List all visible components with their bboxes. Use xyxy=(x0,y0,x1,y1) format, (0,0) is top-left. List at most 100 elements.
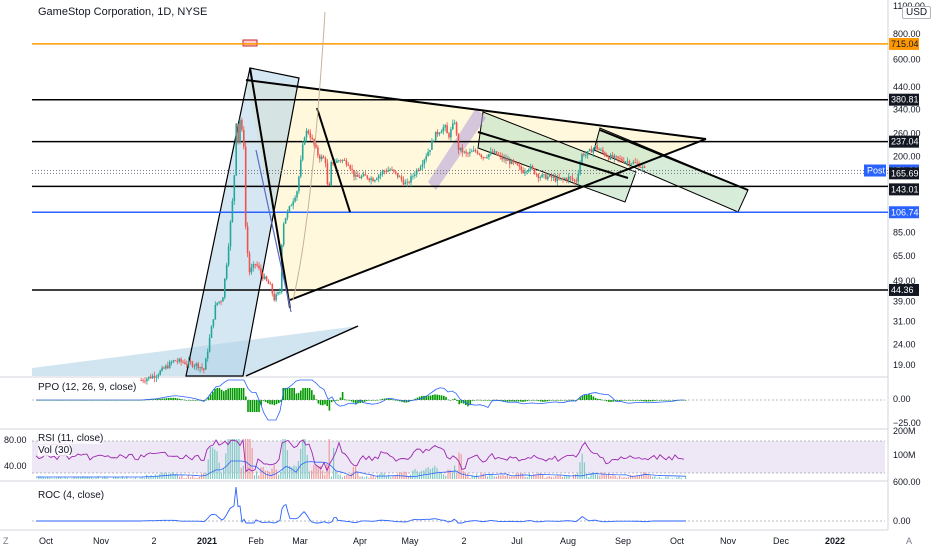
candle-body xyxy=(467,153,469,154)
volume-bar xyxy=(249,439,250,479)
volume-bar xyxy=(322,471,323,479)
volume-bar xyxy=(201,474,202,479)
volume-bar xyxy=(199,477,200,479)
candle-body xyxy=(469,152,471,154)
candle-body xyxy=(384,171,386,172)
zoom-button[interactable]: Z xyxy=(3,536,9,546)
volume-bar xyxy=(56,478,57,479)
rsi-label[interactable]: RSI (11, close) xyxy=(38,433,103,444)
candle-body xyxy=(416,170,418,175)
candle-body xyxy=(363,174,365,176)
candle-body xyxy=(456,123,458,135)
volume-bar xyxy=(639,476,640,479)
candle-body xyxy=(264,276,266,278)
price-tick-label: 65.00 xyxy=(893,251,916,261)
candle-body xyxy=(346,160,348,164)
volume-bar xyxy=(124,478,125,479)
ppo-bar xyxy=(650,400,652,401)
volume-bar xyxy=(342,477,343,479)
candle-body xyxy=(644,167,646,168)
candle-body xyxy=(232,201,234,222)
candle-body xyxy=(150,377,152,379)
candle-body xyxy=(488,154,490,157)
volume-bar xyxy=(223,469,224,479)
candle-body xyxy=(175,360,177,361)
candle-body xyxy=(321,157,323,160)
volume-bar xyxy=(549,476,550,479)
volume-bar xyxy=(390,477,391,479)
candle-body xyxy=(513,160,515,162)
candle-body xyxy=(235,123,237,175)
volume-bar xyxy=(654,476,655,479)
candle-body xyxy=(216,303,218,305)
roc-label[interactable]: ROC (4, close) xyxy=(38,490,104,501)
candle-body xyxy=(226,265,228,279)
candle-body xyxy=(538,174,540,178)
volume-bar xyxy=(513,476,514,479)
auto-scale-button[interactable]: A xyxy=(906,536,912,546)
time-tick-label: Dec xyxy=(773,536,790,546)
candle-body xyxy=(300,160,302,177)
candle-body xyxy=(553,177,555,178)
volume-bar xyxy=(98,476,99,479)
price-label-text: 715.04 xyxy=(891,39,919,49)
ppo-bar xyxy=(243,388,245,400)
ppo-bar xyxy=(313,395,315,400)
volume-bar xyxy=(500,475,501,479)
volume-bar xyxy=(346,475,347,479)
ppo-bar xyxy=(254,400,256,412)
volume-bar xyxy=(243,466,244,479)
candle-body xyxy=(406,182,408,183)
post-badge-text: Post xyxy=(867,166,886,176)
vol-label[interactable]: Vol (30) xyxy=(38,445,72,456)
volume-bar xyxy=(406,472,407,479)
price-tick-label: 24.00 xyxy=(893,339,916,349)
candle-body xyxy=(435,132,437,141)
volume-bar xyxy=(329,439,330,479)
ppo-bar xyxy=(546,400,548,401)
candle-body xyxy=(220,302,222,303)
ppo-bar xyxy=(278,400,280,403)
volume-bar xyxy=(280,472,281,479)
ppo-bar xyxy=(309,388,311,400)
ppo-label[interactable]: PPO (12, 26, 9, close) xyxy=(38,382,136,393)
volume-bar xyxy=(538,473,539,479)
candle-body xyxy=(243,130,245,147)
ppo-bar xyxy=(584,395,586,400)
candle-body xyxy=(391,170,393,171)
volume-bar xyxy=(230,439,231,479)
volume-bar xyxy=(265,471,266,479)
ppo-bar xyxy=(318,400,320,404)
ppo-bar xyxy=(219,388,221,400)
candle-body xyxy=(247,226,249,253)
candle-body xyxy=(473,150,475,151)
candle-body xyxy=(579,164,581,174)
ppo-bar xyxy=(230,388,232,400)
volume-bar xyxy=(610,476,611,479)
candle-body xyxy=(171,362,173,363)
candle-body xyxy=(140,380,142,381)
volume-bar xyxy=(529,474,530,479)
candle-body xyxy=(397,173,399,177)
currency-badge[interactable]: USD xyxy=(902,6,931,19)
candle-body xyxy=(315,145,317,148)
candle-body xyxy=(477,151,479,154)
ppo-bar xyxy=(329,400,331,411)
candle-body xyxy=(387,170,389,172)
volume-bar xyxy=(643,472,644,479)
candle-body xyxy=(292,201,294,205)
candle-body xyxy=(359,177,361,178)
candle-body xyxy=(526,171,528,172)
time-tick-label: Aug xyxy=(560,536,576,546)
volume-bar xyxy=(555,476,556,479)
candle-body xyxy=(393,170,395,172)
candle-body xyxy=(511,160,513,164)
price-label-text: 380.81 xyxy=(891,95,919,105)
volume-bar xyxy=(617,478,618,479)
volume-bar xyxy=(676,477,677,479)
volume-bar xyxy=(172,472,173,479)
candle-body xyxy=(268,281,270,284)
volume-bar xyxy=(364,478,365,479)
